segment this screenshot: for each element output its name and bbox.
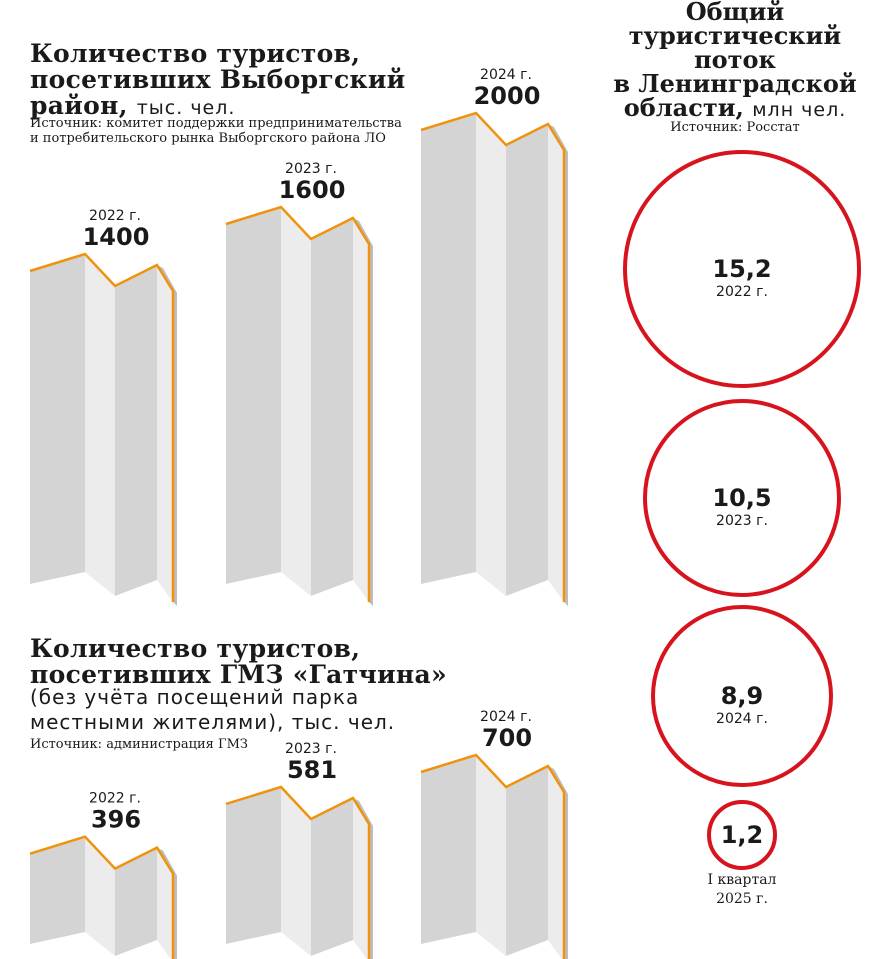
vyborg-source: Источник: комитет поддержки предпринимат… (30, 116, 430, 146)
gatchina-chart-title: Количество туристов, посетивших ГМЗ «Гат… (30, 636, 500, 688)
region-year-label-2: 2024 г. (716, 711, 768, 727)
region-chart-title: Общий туристический поток в Ленинградско… (595, 0, 875, 122)
gatchina-bar-panel (548, 766, 564, 959)
vyborg-title-line-3-wrap: район, тыс. чел. (30, 93, 450, 121)
gatchina-note: (без учёта посещений парка местными жите… (30, 685, 490, 735)
vyborg-bar-panel (85, 254, 115, 596)
gatchina-title-line-1: Количество туристов, (30, 634, 361, 663)
region-circle-0 (623, 150, 861, 388)
region-value-label-0: 15,2 (712, 255, 771, 283)
gatchina-bar-panel (506, 766, 548, 956)
region-value-label-3: 1,2 (721, 821, 764, 849)
vyborg-year-label-2: 2024 г. (480, 67, 532, 83)
vyborg-value-label-2: 2000 (474, 82, 541, 110)
region-year-label-3-a: I квартал (708, 872, 777, 888)
gatchina-note-line-1: (без учёта посещений парка (30, 685, 360, 709)
gatchina-bar-panel (30, 836, 85, 944)
vyborg-bar-panel (506, 124, 548, 596)
region-source: Источник: Росстат (670, 120, 800, 135)
gatchina-bar-panel (281, 786, 311, 956)
region-title-line-5-wrap: области, млн чел. (595, 96, 875, 122)
vyborg-bar-panel (476, 113, 506, 596)
gatchina-bar-panel (311, 797, 353, 956)
region-unit: млн чел. (752, 99, 847, 121)
region-title-line-3: поток (694, 45, 776, 74)
region-title-line-2: туристический (628, 21, 842, 50)
vyborg-bar-panel (548, 124, 564, 602)
region-circle-2 (651, 605, 833, 787)
gatchina-bar-panel (157, 847, 173, 959)
gatchina-bar-0 (29, 835, 177, 959)
gatchina-value-label-2: 700 (482, 724, 532, 752)
region-value-label-2: 8,9 (721, 682, 764, 710)
vyborg-bar-panel (311, 218, 353, 596)
region-title-line-1: Общий (685, 0, 785, 26)
vyborg-bar-panel (30, 254, 85, 584)
vyborg-title-line-3: район, (30, 91, 128, 120)
region-title-line-4: в Ленинградской (613, 69, 857, 98)
gatchina-bar-panel (85, 836, 115, 956)
vyborg-bar-panel (157, 265, 173, 602)
vyborg-bar-edge (420, 111, 566, 602)
gatchina-bar-panel (115, 847, 157, 956)
gatchina-bar-edge (420, 753, 566, 959)
vyborg-bar-panel (226, 207, 281, 584)
gatchina-bar-edge (225, 785, 371, 959)
vyborg-bar-edge (29, 252, 175, 602)
gatchina-bar-2 (420, 753, 568, 959)
vyborg-source-line-1: Источник: комитет поддержки предпринимат… (30, 116, 402, 131)
gatchina-bar-edge (29, 835, 175, 959)
vyborg-year-label-0: 2022 г. (89, 208, 141, 224)
gatchina-bar-panel (421, 755, 476, 944)
gatchina-value-label-0: 396 (91, 806, 141, 834)
vyborg-bar-panel (281, 207, 311, 596)
region-year-label-1: 2023 г. (716, 513, 768, 529)
gatchina-bar-1 (225, 785, 373, 959)
vyborg-bar-panel (353, 218, 369, 602)
vyborg-chart-title: Количество туристов, посетивших Выборгск… (30, 41, 450, 121)
vyborg-title-line-2: посетивших Выборгский (30, 65, 406, 94)
region-circle-3 (707, 800, 777, 870)
vyborg-value-label-0: 1400 (83, 223, 150, 251)
vyborg-source-line-2: и потребительского рынка Выборгского рай… (30, 131, 386, 146)
vyborg-bar-2 (420, 111, 568, 606)
vyborg-value-label-1: 1600 (279, 176, 346, 204)
gatchina-year-label-2: 2024 г. (480, 709, 532, 725)
vyborg-bar-0 (29, 252, 177, 606)
region-circle-1 (643, 399, 841, 597)
vyborg-bar-panel (421, 113, 476, 584)
region-value-label-1: 10,5 (712, 484, 771, 512)
vyborg-bar-panel (115, 265, 157, 596)
region-title-line-5: области, (623, 93, 744, 122)
vyborg-bar-1 (225, 205, 373, 606)
gatchina-bar-panel (476, 755, 506, 956)
gatchina-bar-panel (353, 797, 369, 959)
vyborg-unit: тыс. чел. (136, 97, 236, 119)
gatchina-note-line-2: местными жителями), тыс. чел. (30, 710, 396, 734)
gatchina-value-label-1: 581 (287, 756, 337, 784)
vyborg-title-line-1: Количество туристов, (30, 39, 361, 68)
gatchina-year-label-1: 2023 г. (285, 741, 337, 757)
region-year-label-3-b: 2025 г. (716, 891, 768, 907)
gatchina-bar-panel (226, 786, 281, 944)
gatchina-source: Источник: администрация ГМЗ (30, 737, 248, 752)
vyborg-bar-edge (225, 205, 371, 602)
region-year-label-0: 2022 г. (716, 284, 768, 300)
gatchina-title-line-2: посетивших ГМЗ «Гатчина» (30, 660, 447, 689)
vyborg-year-label-1: 2023 г. (285, 161, 337, 177)
gatchina-year-label-0: 2022 г. (89, 791, 141, 807)
